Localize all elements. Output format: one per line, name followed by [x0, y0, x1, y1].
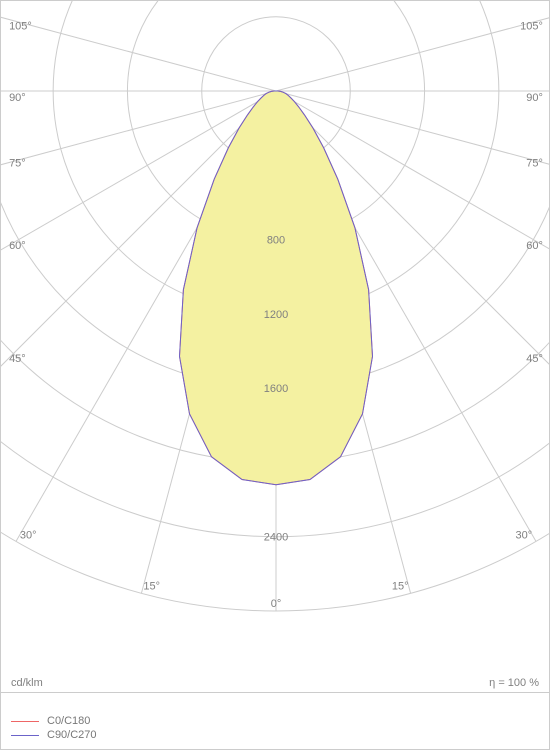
legend-item: C90/C270 [11, 729, 97, 741]
svg-text:15°: 15° [392, 581, 409, 593]
svg-text:75°: 75° [526, 158, 543, 170]
svg-text:75°: 75° [9, 158, 26, 170]
polar-chart-svg: 800 1200 1600 2400 0° 15° 15° 30° 30° 45° 45° 60° 60… [1, 1, 550, 691]
svg-text:1200: 1200 [264, 309, 288, 321]
svg-text:45°: 45° [9, 353, 26, 365]
svg-text:30°: 30° [20, 530, 37, 542]
svg-text:2400: 2400 [264, 532, 288, 544]
footer-divider [1, 692, 549, 693]
svg-text:105°: 105° [9, 20, 32, 32]
footer-right-label: η = 100 % [489, 677, 539, 689]
footer-left-label: cd/klm [11, 677, 43, 689]
svg-text:1600: 1600 [264, 383, 288, 395]
legend-swatch-c90 [11, 735, 39, 736]
svg-text:45°: 45° [526, 353, 543, 365]
svg-text:60°: 60° [9, 240, 26, 252]
legend: C0/C180 C90/C270 [11, 713, 97, 741]
svg-text:90°: 90° [526, 92, 543, 104]
legend-swatch-c0 [11, 721, 39, 722]
legend-label: C0/C180 [47, 715, 90, 727]
svg-text:30°: 30° [515, 530, 532, 542]
svg-text:800: 800 [267, 235, 285, 247]
svg-text:0°: 0° [271, 598, 282, 610]
legend-item: C0/C180 [11, 715, 97, 727]
svg-text:105°: 105° [520, 20, 543, 32]
svg-text:15°: 15° [143, 581, 160, 593]
legend-label: C90/C270 [47, 729, 97, 741]
svg-text:90°: 90° [9, 92, 26, 104]
svg-text:60°: 60° [526, 240, 543, 252]
polar-chart-container: 800 1200 1600 2400 0° 15° 15° 30° 30° 45° 45° 60° 60… [0, 0, 550, 750]
